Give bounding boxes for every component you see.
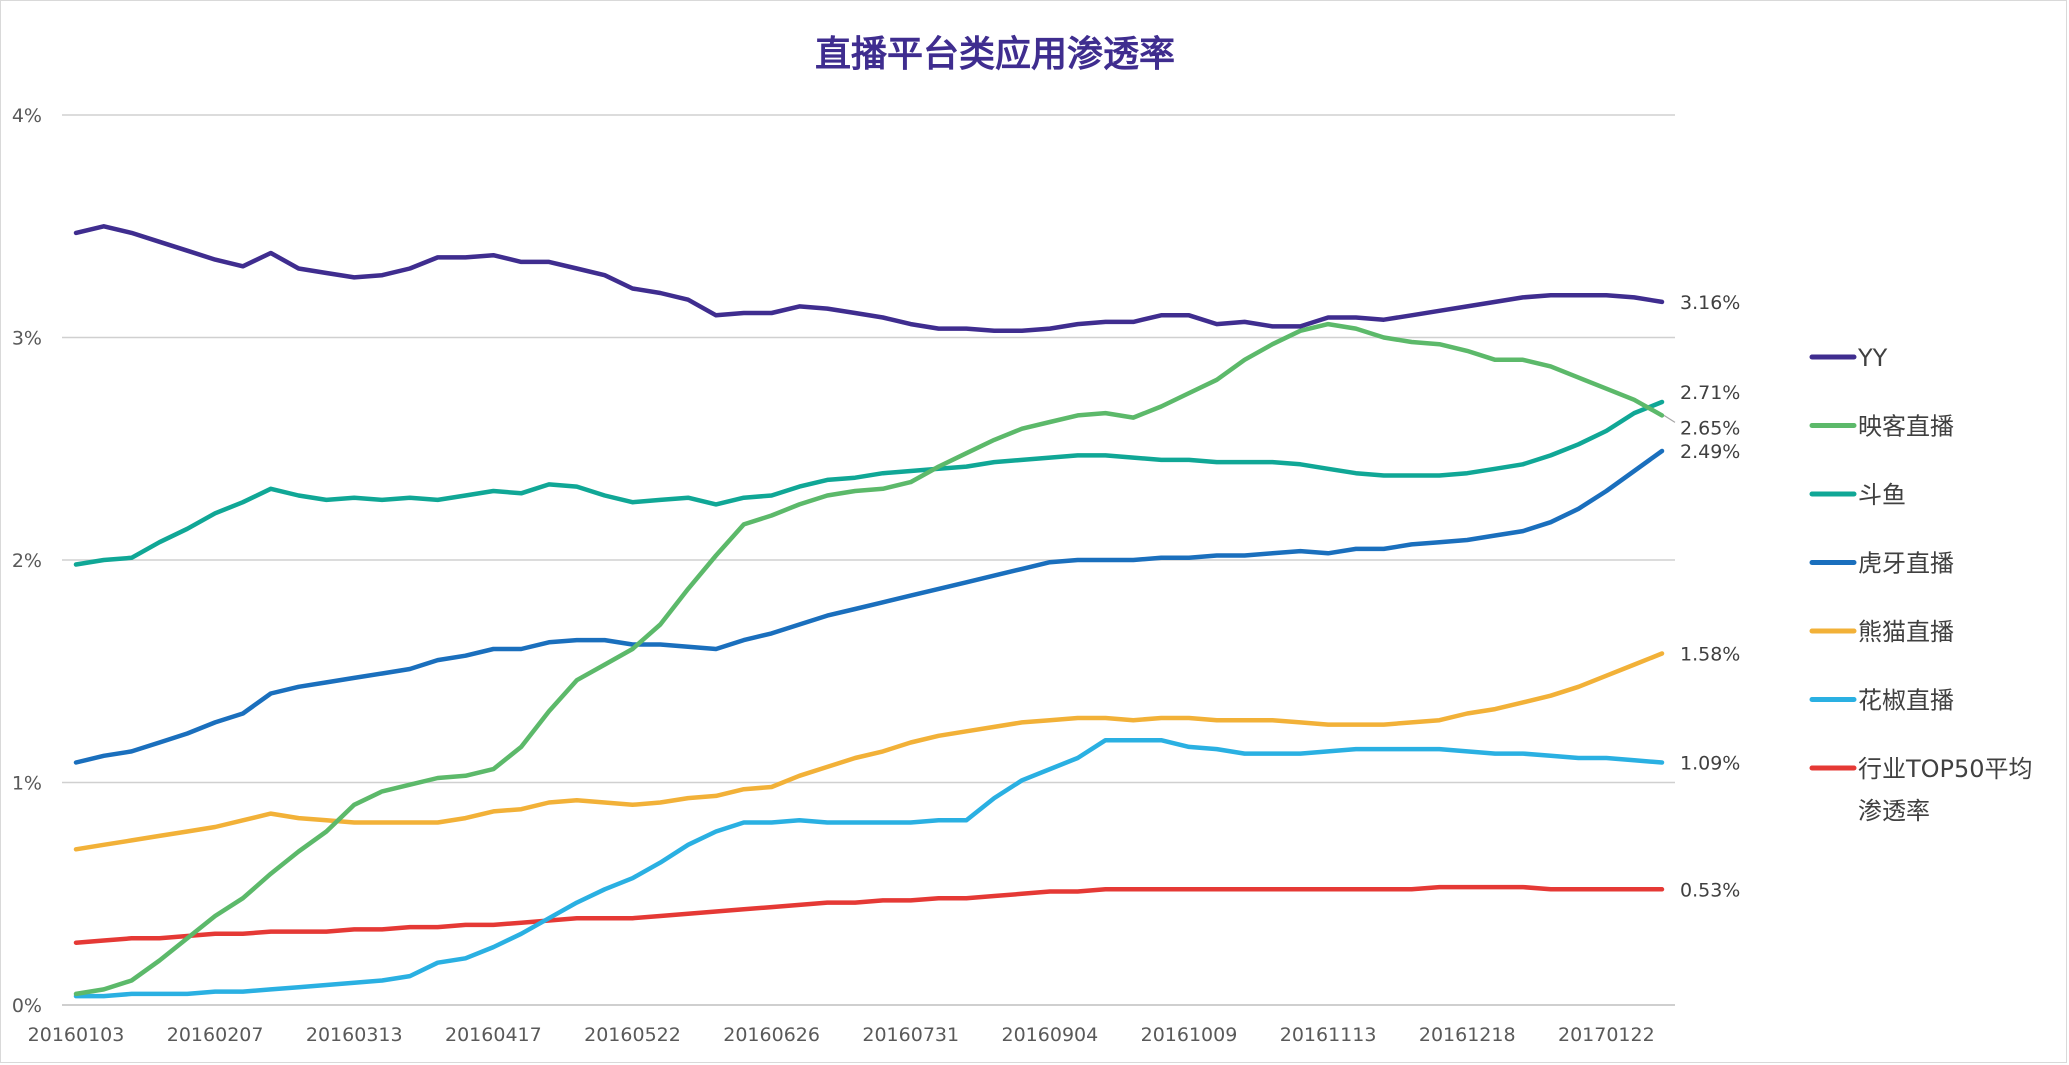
- legend-label: 虎牙直播: [1858, 550, 1954, 578]
- legend-label: 行业TOP50平均: [1858, 755, 2033, 783]
- y-tick-label: 2%: [12, 550, 42, 572]
- legend-label: 斗鱼: [1858, 481, 1906, 509]
- series-line-2: [73, 399, 1665, 567]
- end-value-label: 1.58%: [1680, 643, 1740, 665]
- end-value-label: 2.49%: [1680, 441, 1740, 463]
- series-line-6: [73, 884, 1665, 945]
- x-tick-label: 20160731: [862, 1024, 959, 1046]
- x-tick-label: 20160207: [167, 1024, 264, 1046]
- y-tick-label: 4%: [12, 105, 42, 127]
- end-value-labels: 3.16% 2.65% 2.71% 2.49% 1.58% 1.09% 0.53%: [1663, 292, 1740, 901]
- legend-label: YY: [1857, 344, 1888, 372]
- x-tick-label: 20160417: [445, 1024, 542, 1046]
- x-tick-label: 20170122: [1558, 1024, 1655, 1046]
- series-line-5: [73, 737, 1665, 999]
- series-line-1: [73, 321, 1665, 997]
- chart-title: 直播平台类应用渗透率: [815, 34, 1175, 75]
- series-lines: [73, 224, 1665, 999]
- x-tick-label: 20161009: [1141, 1024, 1238, 1046]
- end-value-label: 3.16%: [1680, 292, 1740, 314]
- end-value-label: 2.71%: [1680, 382, 1740, 404]
- x-tick-label: 20160904: [1002, 1024, 1099, 1046]
- x-tick-label: 20160103: [28, 1024, 125, 1046]
- legend-label: 渗透率: [1858, 797, 1930, 825]
- end-value-label: 0.53%: [1680, 879, 1740, 901]
- y-tick-label: 1%: [12, 773, 42, 795]
- y-tick-label: 0%: [12, 995, 42, 1017]
- y-axis-ticks: 0% 1% 2% 3% 4%: [12, 105, 42, 1017]
- legend-label: 花椒直播: [1858, 687, 1954, 715]
- end-value-label: 2.65%: [1680, 417, 1740, 439]
- gridlines: [62, 114, 1675, 1006]
- end-value-label: 1.09%: [1680, 752, 1740, 774]
- x-tick-label: 20161113: [1280, 1024, 1377, 1046]
- end-label-leader: [1663, 414, 1676, 423]
- x-tick-label: 20161218: [1419, 1024, 1516, 1046]
- legend-label: 映客直播: [1858, 413, 1954, 441]
- series-line-3: [73, 448, 1665, 765]
- legend-label: 熊猫直播: [1858, 618, 1954, 646]
- x-tick-label: 20160626: [723, 1024, 820, 1046]
- y-tick-label: 3%: [12, 328, 42, 350]
- series-line-0: [73, 224, 1665, 334]
- series-line-4: [73, 651, 1665, 852]
- x-tick-label: 20160522: [584, 1024, 681, 1046]
- x-axis-ticks: 20160103 20160207 20160313 20160417 20160522…: [28, 1024, 1655, 1046]
- x-tick-label: 20160313: [306, 1024, 403, 1046]
